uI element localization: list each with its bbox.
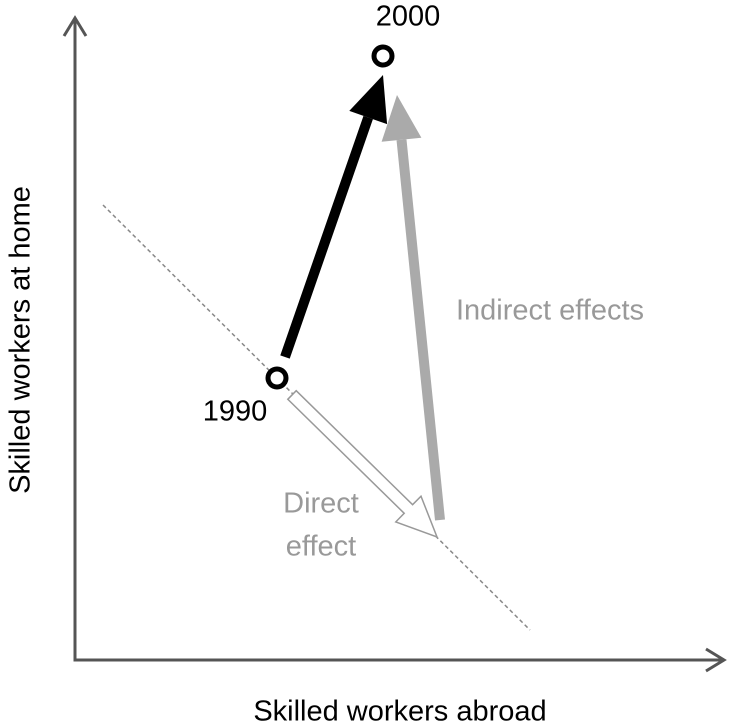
indirect-arrow [381, 95, 445, 521]
arrow-head [349, 75, 388, 125]
point-1990 [265, 366, 289, 390]
arrow-head [381, 95, 422, 142]
point-label: 1990 [203, 396, 268, 428]
x-axis-label: Skilled workers abroad [253, 696, 546, 727]
direct-arrow [286, 389, 439, 539]
arrow-label: Direct [283, 488, 359, 520]
axes [62, 15, 727, 673]
axis-lines [73, 20, 722, 662]
x-axis-arrowhead [705, 647, 727, 673]
arrow-label: effect [286, 531, 356, 563]
point-2000 [371, 44, 395, 68]
black-arrow [280, 75, 388, 359]
arrow-shaft [396, 139, 445, 521]
arrow-shaft [280, 115, 373, 359]
arrow-label: Indirect effects [456, 295, 644, 327]
point-label: 2000 [376, 1, 441, 33]
y-axis-label: Skilled workers at home [5, 186, 37, 494]
y-axis-arrowhead [62, 15, 88, 37]
